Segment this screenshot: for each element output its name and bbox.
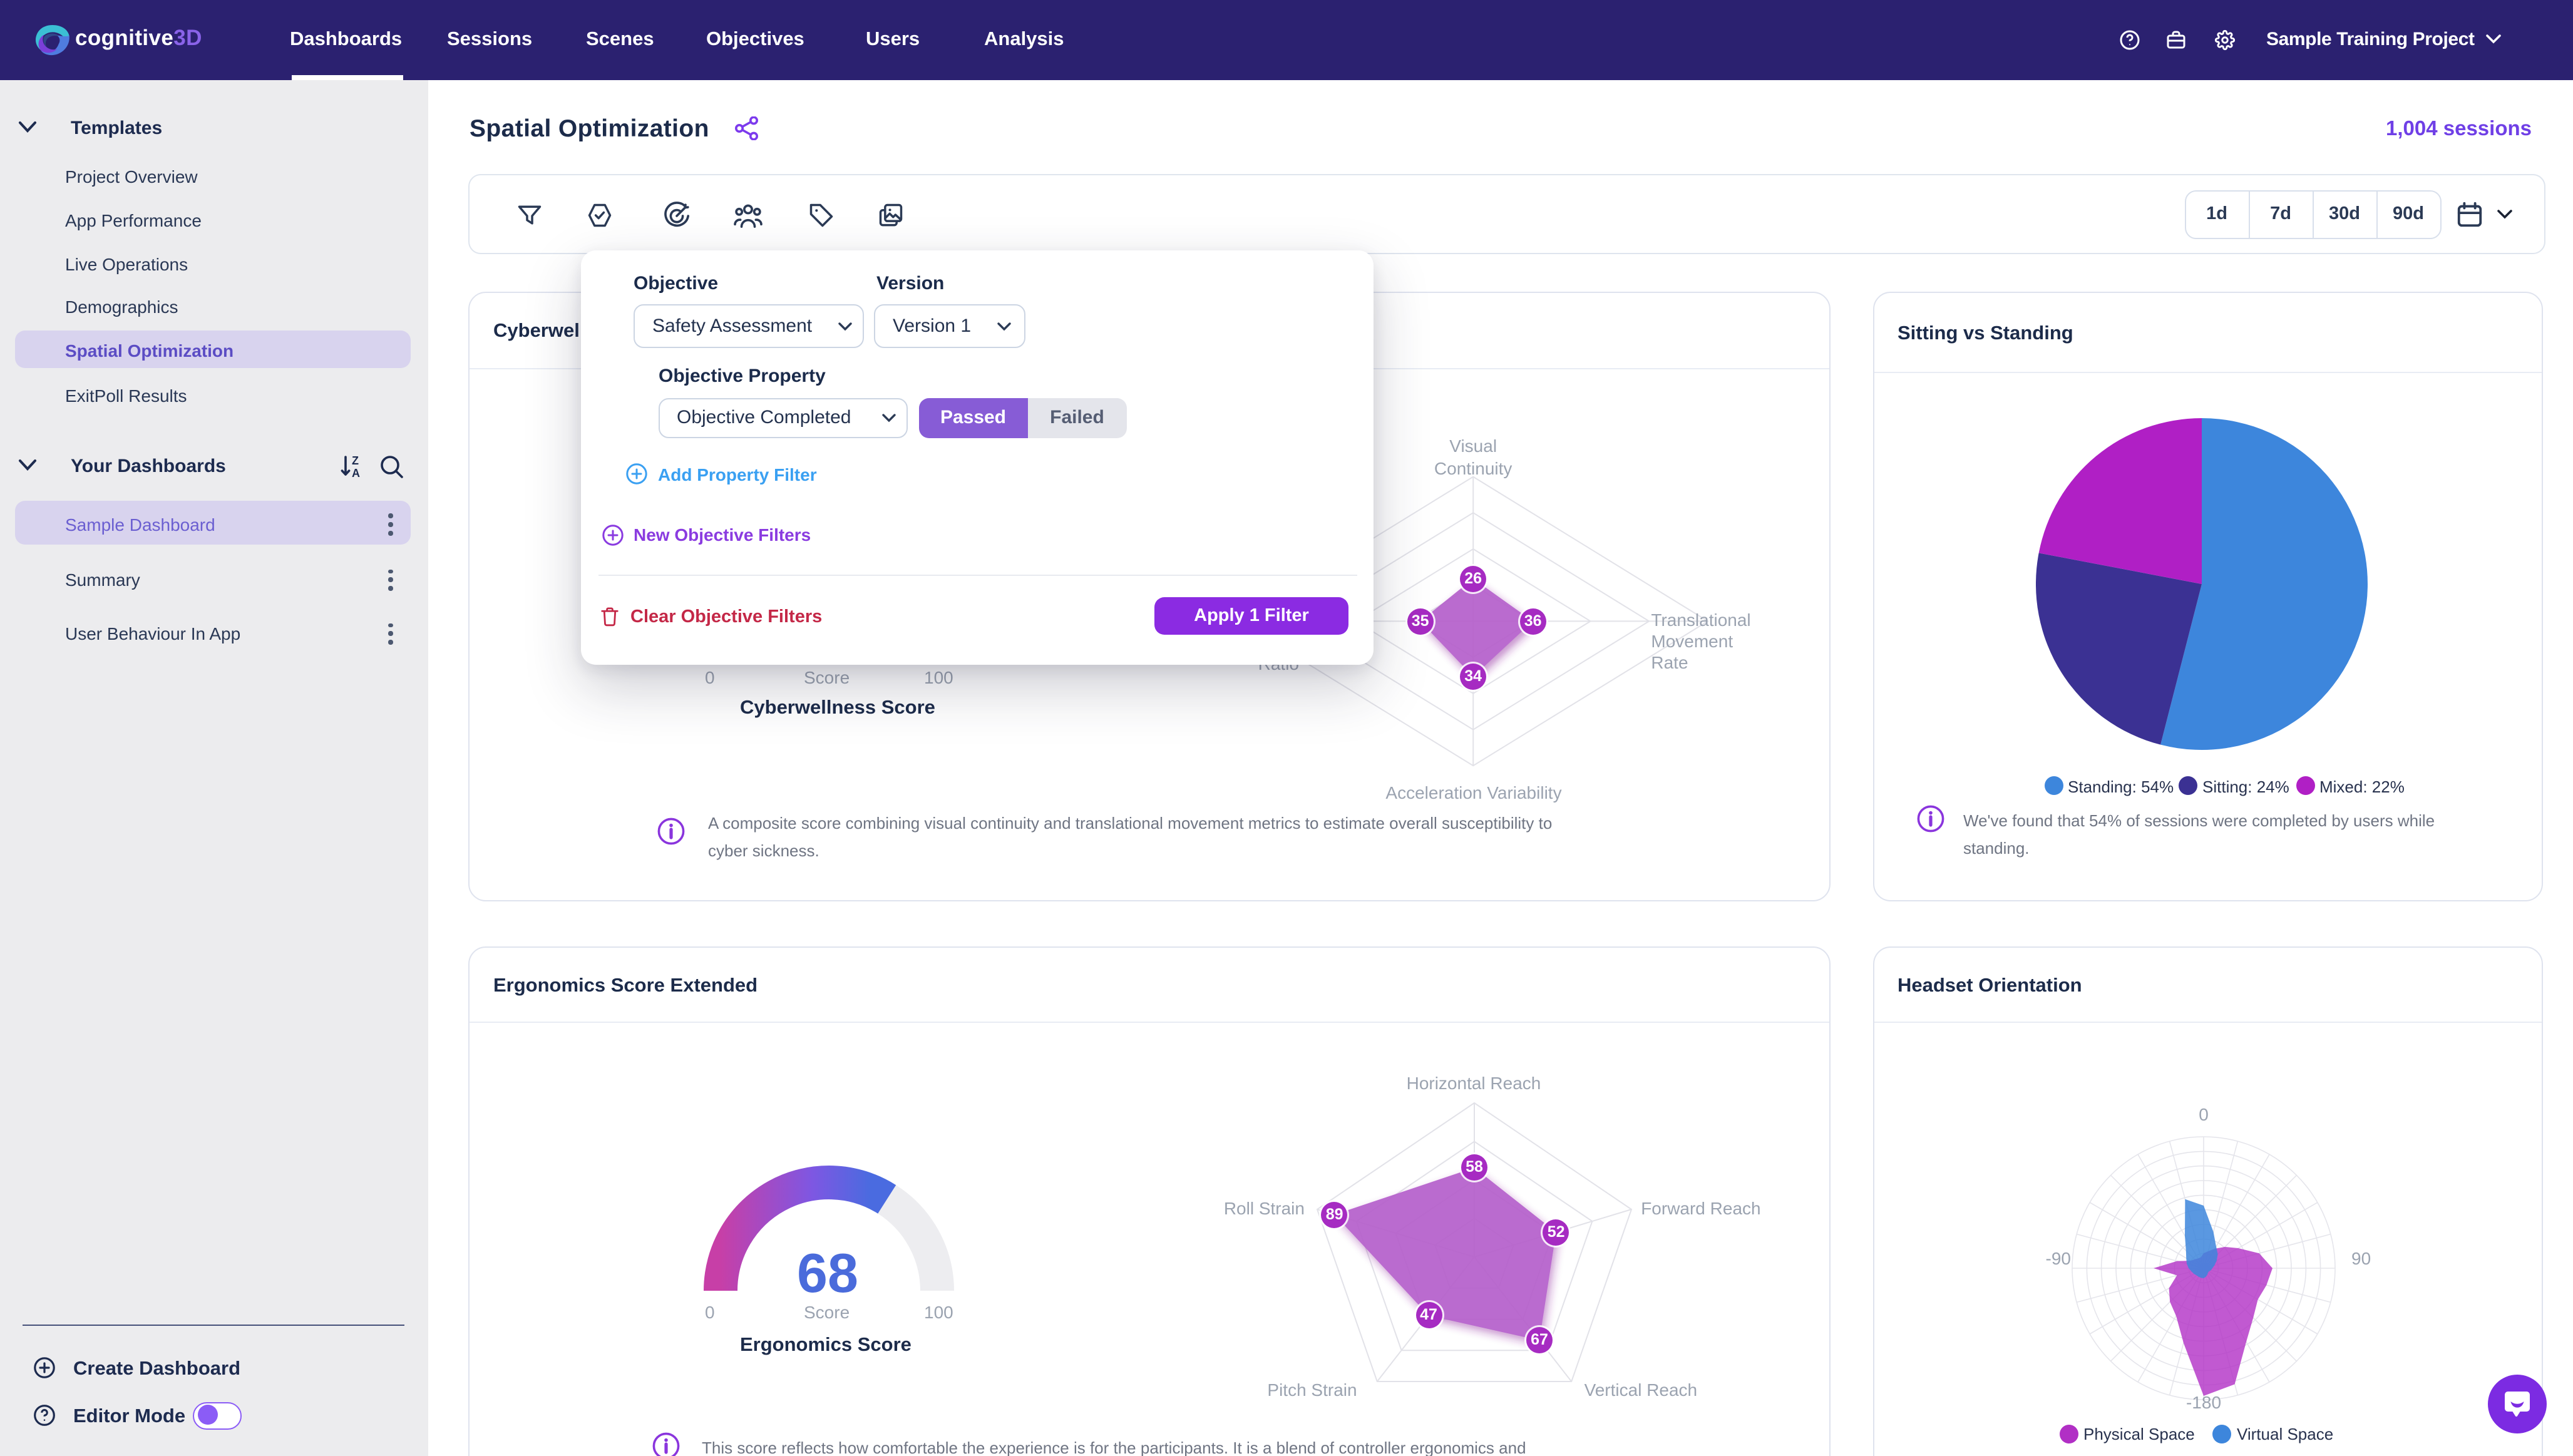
svg-text:A: A (352, 466, 360, 479)
svg-text:Z: Z (352, 454, 359, 466)
